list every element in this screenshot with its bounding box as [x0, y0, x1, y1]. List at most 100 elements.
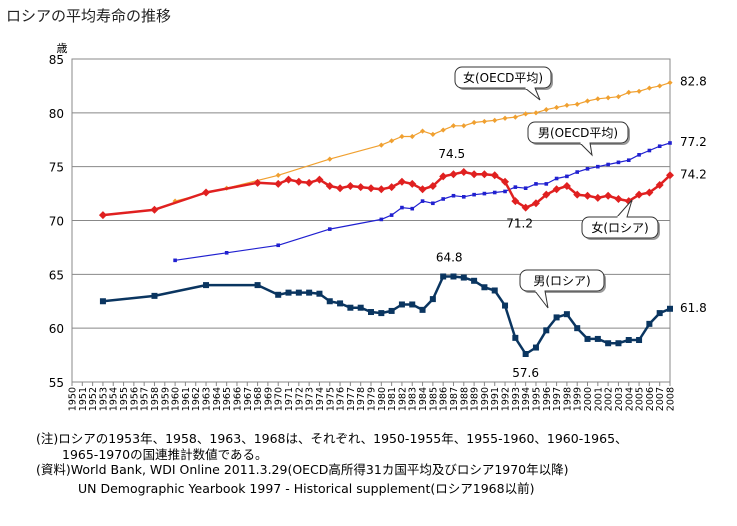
x-tick-label: 1977 — [346, 387, 357, 411]
series-point — [409, 133, 415, 140]
series-point — [668, 141, 672, 145]
series-point — [656, 310, 663, 317]
x-tick-label: 2006 — [645, 387, 656, 411]
series-point — [400, 205, 404, 210]
series-point — [646, 320, 653, 327]
series-point — [431, 201, 435, 206]
series-point — [387, 183, 396, 192]
series-point — [398, 301, 405, 308]
y-axis-label: 歳 — [57, 42, 68, 55]
series-layer — [98, 80, 674, 358]
series-point — [294, 177, 303, 186]
series-point — [419, 306, 426, 313]
series-point — [553, 314, 560, 321]
series-point — [605, 340, 612, 347]
x-tick-label: 1959 — [160, 387, 171, 411]
series-point — [173, 258, 177, 263]
series-point — [594, 335, 601, 342]
x-tick-label: 1950 — [68, 387, 79, 411]
x-tick-label: 1966 — [232, 387, 243, 411]
series-point — [614, 194, 623, 203]
series-point — [575, 170, 580, 174]
series-point — [492, 117, 498, 123]
x-tick-label: 2005 — [635, 387, 646, 411]
callout-box — [454, 66, 552, 89]
x-tick-label: 1958 — [150, 387, 161, 411]
series-point — [626, 89, 632, 95]
y-tick-label: 75 — [49, 161, 64, 175]
series-point — [655, 180, 664, 189]
series-point — [531, 199, 540, 208]
series-point — [450, 273, 457, 280]
data-label: 77.2 — [680, 135, 707, 149]
series-point — [368, 309, 374, 316]
x-tick-label: 1993 — [511, 387, 522, 411]
series-point — [430, 131, 436, 137]
series-point — [316, 290, 323, 297]
series-point — [327, 227, 332, 231]
series-point — [379, 217, 384, 222]
x-tick-label: 2004 — [624, 387, 635, 411]
series-point — [451, 193, 456, 198]
series-point — [605, 95, 611, 101]
x-tick-label: 1985 — [428, 387, 439, 411]
data-label: 57.6 — [512, 366, 539, 380]
series-point — [584, 335, 591, 342]
series-line — [102, 170, 671, 217]
series-point — [542, 190, 551, 199]
series-point — [224, 251, 229, 255]
y-tick-label: 60 — [49, 322, 64, 336]
source-1: (資料)World Bank, WDI Online 2011.3.29(OEC… — [36, 462, 569, 477]
series-point — [522, 351, 529, 358]
x-tick-label: 1978 — [356, 387, 367, 411]
series-point — [378, 310, 385, 317]
x-tick-label: 1971 — [284, 387, 295, 411]
x-tick-label: 1967 — [243, 387, 254, 411]
callout-pointer — [524, 87, 541, 101]
x-tick-label: 1983 — [408, 387, 419, 411]
series-point — [418, 185, 427, 194]
callout-pointer — [579, 142, 593, 157]
series-point — [490, 171, 499, 180]
data-label: 82.8 — [680, 75, 707, 89]
series-point — [389, 213, 394, 217]
series-point — [441, 197, 445, 201]
data-label: 64.8 — [436, 250, 463, 264]
series-point — [440, 273, 447, 280]
series-point — [523, 111, 529, 117]
y-tick-label: 85 — [49, 53, 64, 67]
series-point — [151, 292, 158, 299]
x-tick-label: 1982 — [397, 387, 408, 411]
series-point — [574, 101, 580, 107]
series-point — [645, 188, 654, 197]
x-tick-label: 2003 — [614, 387, 625, 411]
x-tick-label: 1986 — [439, 387, 450, 411]
series-point — [429, 296, 436, 303]
series-point — [553, 104, 560, 111]
series-point — [657, 83, 663, 89]
series-point — [254, 282, 261, 289]
x-tick-label: 1960 — [171, 387, 182, 411]
x-tick-label: 2007 — [655, 387, 666, 411]
callout-box — [527, 121, 629, 144]
series-point — [511, 197, 520, 206]
series-女(ロシア) — [98, 168, 674, 220]
series-point — [295, 289, 302, 296]
legend-callouts: 女(OECD平均) 男(OECD平均) 女(ロシア) 男(ロシア) — [454, 66, 660, 309]
series-point — [543, 107, 549, 113]
series-point — [512, 334, 519, 341]
x-tick-label: 1976 — [336, 387, 347, 411]
x-tick-label: 1992 — [501, 387, 512, 411]
series-point — [595, 96, 601, 102]
y-tick-label: 80 — [49, 107, 64, 121]
x-tick-label: 2001 — [593, 387, 604, 411]
series-男(OECD平均) — [173, 141, 672, 263]
x-tick-label: 1997 — [552, 387, 563, 411]
series-point — [389, 138, 395, 144]
series-point — [356, 183, 365, 192]
series-point — [357, 304, 364, 311]
callout-pointer — [534, 290, 549, 309]
y-tick-label: 65 — [49, 268, 64, 282]
